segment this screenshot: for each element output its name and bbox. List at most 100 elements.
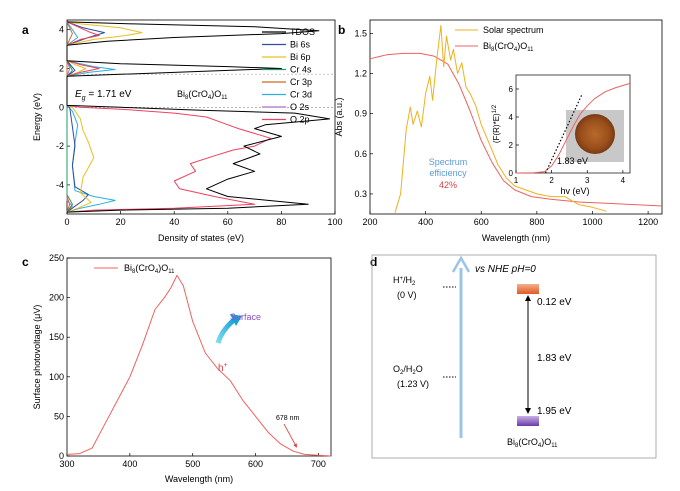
axis-group-c: 300 400 500 600 700 0 50 100 150 200 250 — [49, 253, 326, 469]
inset-y-label: (F(R)*E)1/2 — [492, 104, 501, 143]
legend-label-tdos: TDOS — [290, 27, 315, 37]
legend-label-cr-3p: Cr 3p — [290, 77, 312, 87]
legend-label-o-2p: O 2p — [290, 115, 310, 125]
efficiency-value: 42% — [439, 180, 457, 190]
c-y-tick-label: 100 — [49, 372, 64, 382]
cutoff-label: 678 nm — [276, 415, 300, 422]
y-axis-label-b: Abs (a.u.) — [334, 97, 344, 136]
inset-y-tick-label: 2 — [509, 141, 514, 150]
b-x-tick-label: 1000 — [582, 217, 602, 227]
level-o2-label: O2/H2O — [393, 364, 423, 376]
surface-arrow-icon — [215, 318, 236, 344]
c-y-tick-label: 150 — [49, 332, 64, 342]
valence-band — [517, 416, 539, 426]
surface-arrowhead-icon — [230, 314, 242, 326]
series-group-a — [66, 21, 335, 213]
legend-label-o-2s: O 2s — [290, 102, 310, 112]
legend-label-solar: Solar spectrum — [483, 25, 544, 35]
level-o2-value: (1.23 V) — [397, 379, 429, 389]
series-spv — [66, 274, 332, 457]
b-y-tick-label: 1.5 — [354, 28, 367, 38]
inset-b: 1 2 3 4 0 2 4 6 1.83 eV hv (eV) (F(R)*E)1/2 — [492, 74, 631, 196]
series-o-2p — [66, 21, 272, 213]
b-x-tick-label: 800 — [529, 217, 544, 227]
x-axis-label-a: Density of states (eV) — [158, 233, 244, 243]
c-y-tick-label: 50 — [54, 411, 64, 421]
legend-label-cr-4s: Cr 4s — [290, 65, 312, 75]
b-x-tick-label: 600 — [474, 217, 489, 227]
series-cr-4s — [66, 60, 73, 213]
series-bi8cro4o11-abs — [369, 52, 663, 207]
legend-b: Solar spectrum Bi8(CrO4)O11 — [455, 25, 544, 53]
c-x-tick-label: 400 — [122, 459, 137, 469]
series-group-c — [66, 274, 332, 457]
level-h2-value: (0 V) — [397, 290, 417, 300]
a-y-tick-label: -4 — [56, 180, 64, 190]
plot-frame-b — [369, 19, 663, 215]
c-y-tick-label: 0 — [59, 451, 64, 461]
panel-label-a: a — [22, 23, 29, 37]
a-x-tick-label: 40 — [169, 217, 179, 227]
b-x-tick-label: 200 — [362, 217, 377, 227]
y-axis-label-a: Energy (eV) — [32, 93, 42, 141]
cb-value: 0.12 eV — [537, 297, 572, 308]
panel-label-b: b — [338, 23, 345, 37]
vb-value: 1.95 eV — [537, 406, 572, 417]
diagram-title: vs NHE pH=0 — [475, 264, 536, 275]
inset-x-tick-label: 4 — [621, 176, 626, 185]
a-y-tick-label: 0 — [59, 102, 64, 112]
a-x-tick-label: 20 — [116, 217, 126, 227]
a-x-tick-label: 60 — [223, 217, 233, 227]
inset-fit-line — [545, 94, 583, 174]
c-x-tick-label: 300 — [59, 459, 74, 469]
b-y-tick-label: 0.6 — [354, 149, 367, 159]
series-group-b — [369, 24, 663, 213]
panel-a: a 0 20 40 60 80 100 -4 -2 0 2 4 Density of states … — [22, 19, 343, 243]
series-bi-6s — [66, 21, 105, 213]
gap-value: 1.83 eV — [537, 353, 572, 364]
inset-y-tick-label: 6 — [509, 85, 514, 94]
material-label-d: Bi8(CrO4)O11 — [507, 437, 558, 449]
inset-series — [515, 82, 631, 174]
series-solar-spectrum — [394, 24, 607, 213]
hole-label: h+ — [218, 362, 228, 374]
c-x-tick-label: 500 — [185, 459, 200, 469]
spectrum-label-1: Spectrum — [429, 157, 468, 167]
panel-c: c 300 400 500 600 700 0 50 100 150 200 250 Wavelen… — [22, 253, 332, 484]
a-y-tick-label: 4 — [59, 25, 64, 35]
cutoff-arrow-icon — [283, 423, 297, 448]
a-y-tick-label: 2 — [59, 64, 64, 74]
c-y-tick-label: 200 — [49, 293, 64, 303]
series-o-2s — [66, 60, 73, 213]
inset-x-label: hv (eV) — [560, 186, 589, 196]
formula-label-a: Bi8(CrO4)O11 — [177, 89, 228, 101]
a-y-tick-label: -2 — [56, 141, 64, 151]
conduction-band — [517, 284, 539, 294]
spectrum-label-2: efficiency — [429, 168, 467, 178]
a-x-tick-label: 100 — [327, 217, 342, 227]
legend-label-bi-b: Bi8(CrO4)O11 — [483, 41, 534, 53]
inset-x-tick-label: 2 — [549, 176, 554, 185]
potential-arrow-icon — [451, 255, 471, 273]
diagram-frame — [371, 254, 657, 459]
axis-group-b: 200 400 600 800 1000 1200 0.3 0.6 0.9 1.2 1.5 — [354, 28, 658, 227]
a-x-tick-label: 0 — [64, 217, 69, 227]
plot-frame-c — [66, 257, 332, 457]
eg-symbol: Eg = 1.71 eV — [75, 89, 132, 102]
inset-y-tick-label: 4 — [509, 113, 514, 122]
x-axis-label-b: Wavelength (nm) — [482, 233, 550, 243]
b-x-tick-label: 400 — [418, 217, 433, 227]
b-y-tick-label: 0.3 — [354, 189, 367, 199]
inset-annotation: 1.83 eV — [557, 156, 588, 166]
legend-label-bi-c: Bi8(CrO4)O11 — [124, 263, 175, 275]
y-axis-label-c: Surface photovoltage (μV) — [32, 305, 42, 410]
surface-label: Surface — [230, 312, 261, 322]
powder-sample — [575, 114, 615, 154]
series-bi-6p — [66, 21, 143, 213]
b-y-tick-label: 0.9 — [354, 109, 367, 119]
inset-x-tick-label: 3 — [585, 176, 590, 185]
legend-label-bi-6s: Bi 6s — [290, 40, 311, 50]
c-y-tick-label: 250 — [49, 253, 64, 263]
inset-curve — [515, 82, 631, 174]
